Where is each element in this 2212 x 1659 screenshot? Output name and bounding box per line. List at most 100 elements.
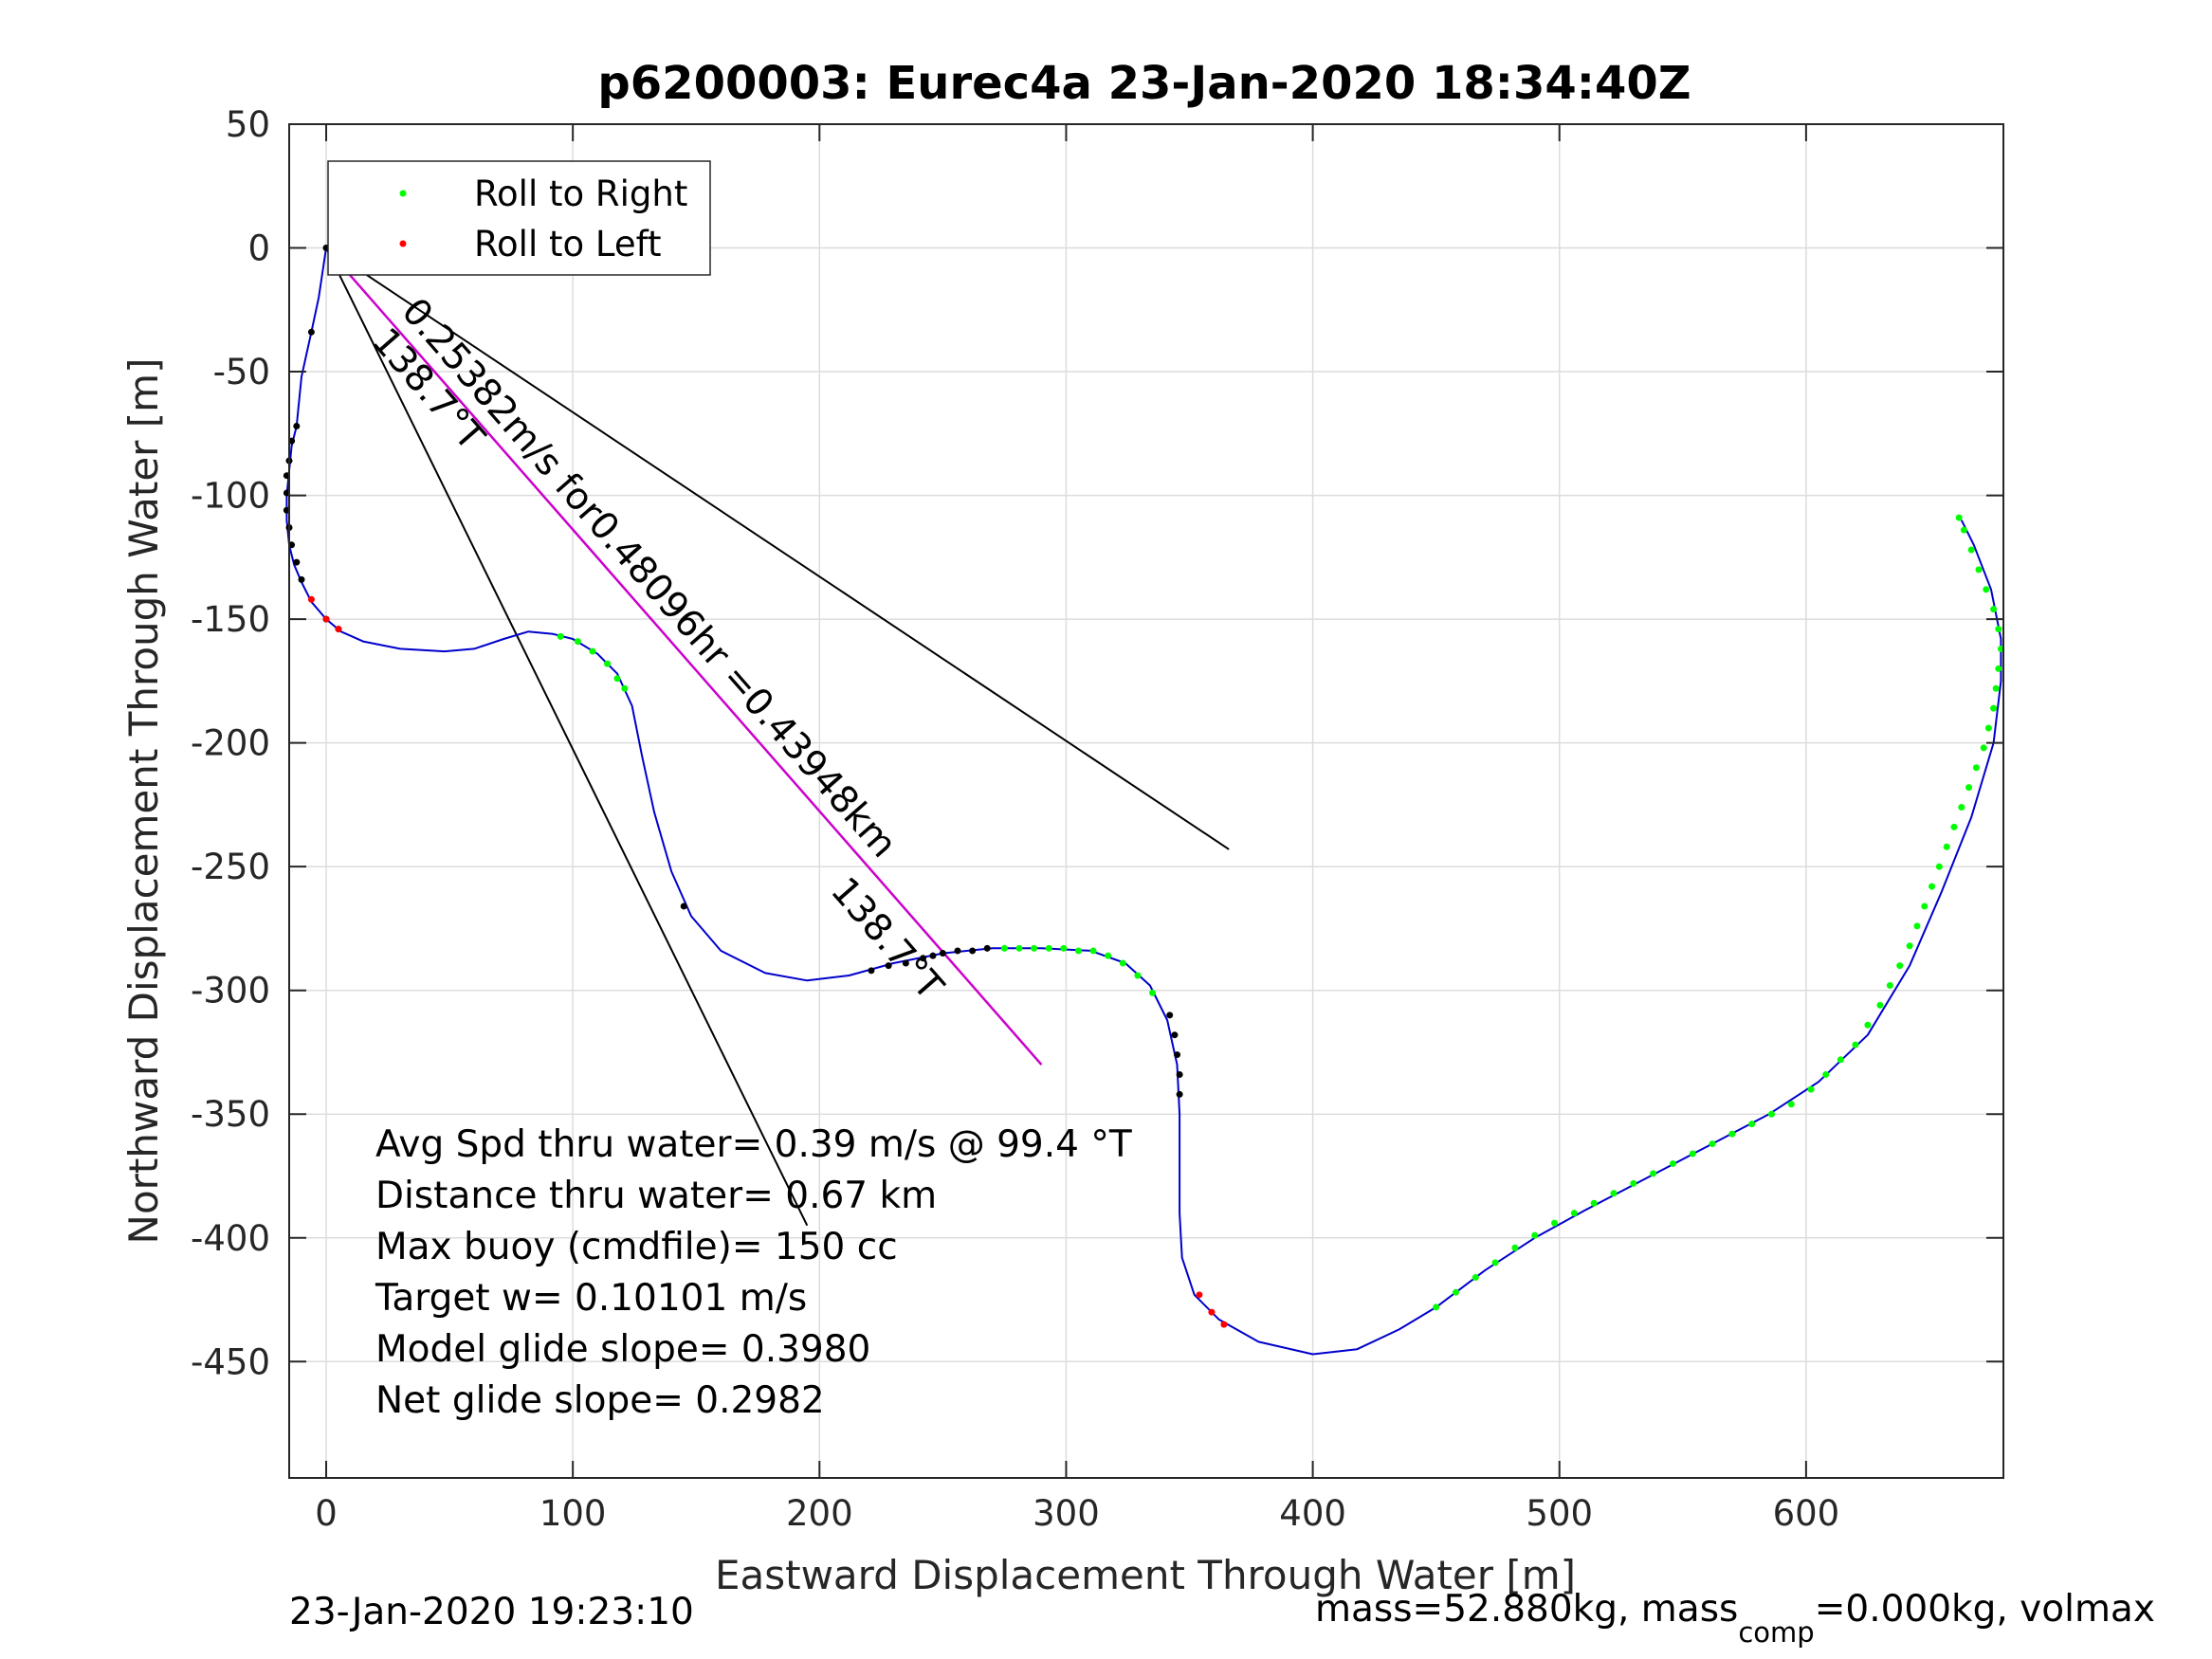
roll-right-point bbox=[1060, 944, 1068, 952]
roll-right-point bbox=[1149, 989, 1157, 996]
y-tick-label: -450 bbox=[191, 1341, 270, 1382]
track-point bbox=[920, 955, 927, 962]
y-tick-label: -150 bbox=[191, 599, 270, 640]
track-point bbox=[885, 962, 892, 970]
track-point bbox=[1176, 1070, 1183, 1078]
y-tick-label: -200 bbox=[191, 723, 270, 764]
series-layer bbox=[283, 245, 2004, 1356]
roll-right-point bbox=[1551, 1219, 1559, 1227]
roll-left-point bbox=[1196, 1291, 1203, 1299]
x-tick-label: 500 bbox=[1526, 1493, 1593, 1534]
roll-right-point bbox=[1950, 823, 1958, 830]
roll-right-point bbox=[1852, 1041, 1859, 1048]
legend-marker-roll-left bbox=[399, 240, 407, 247]
roll-right-point bbox=[1995, 626, 2002, 633]
roll-right-point bbox=[1590, 1199, 1598, 1207]
mass-prefix: mass=52.880kg, mass bbox=[1315, 1588, 1738, 1631]
roll-right-point bbox=[1958, 804, 1965, 811]
stats-line: Max buoy (cmdfile)= 150 cc bbox=[375, 1226, 898, 1268]
y-tick-label: -400 bbox=[191, 1218, 270, 1259]
x-tick-label: 200 bbox=[786, 1493, 853, 1534]
roll-right-point bbox=[1669, 1159, 1676, 1167]
roll-left-point bbox=[307, 595, 315, 603]
roll-left-point bbox=[335, 626, 342, 633]
heading-wedge-line bbox=[325, 246, 1230, 850]
roll-right-point bbox=[1015, 944, 1023, 952]
roll-right-point bbox=[1984, 724, 1992, 732]
roll-right-point bbox=[1045, 944, 1052, 952]
y-tick-label: -50 bbox=[213, 352, 270, 392]
roll-right-point bbox=[1570, 1210, 1578, 1217]
roll-right-point bbox=[1491, 1259, 1499, 1267]
track-point bbox=[293, 558, 301, 566]
roll-right-point bbox=[589, 647, 596, 655]
roll-right-point bbox=[1955, 514, 1963, 521]
heading-wedge-line bbox=[325, 247, 809, 1227]
roll-right-point bbox=[1864, 1021, 1872, 1029]
roll-right-point bbox=[1119, 959, 1126, 967]
roll-right-point bbox=[1134, 972, 1142, 979]
track-point bbox=[939, 950, 946, 957]
stats-line: Model glide slope= 0.3980 bbox=[375, 1328, 870, 1371]
roll-left-point bbox=[322, 615, 330, 623]
track-point bbox=[902, 959, 909, 967]
y-tick-label: -350 bbox=[191, 1094, 270, 1135]
roll-right-point bbox=[574, 638, 581, 646]
legend-marker-roll-right bbox=[399, 190, 407, 197]
x-axis-label: Eastward Displacement Through Water [m] bbox=[715, 1552, 1576, 1598]
y-tick-labels: 50 0 -50 -100 -150 -200 -250 -300 -350 -400 -450 bbox=[191, 104, 270, 1382]
track-point bbox=[868, 967, 875, 975]
track-point bbox=[298, 575, 305, 583]
mean-heading-line bbox=[325, 246, 1043, 1066]
roll-right-point bbox=[1610, 1190, 1618, 1197]
roll-right-point bbox=[1709, 1140, 1716, 1148]
track-point bbox=[969, 947, 977, 955]
y-tick-label: 50 bbox=[226, 104, 270, 145]
plot-area bbox=[283, 123, 2004, 1479]
roll-right-point bbox=[1807, 1085, 1815, 1093]
roll-left-point bbox=[1220, 1321, 1228, 1328]
track-point bbox=[1174, 1051, 1181, 1059]
roll-right-point bbox=[557, 632, 564, 640]
track-point bbox=[954, 947, 961, 955]
x-tick-label: 400 bbox=[1279, 1493, 1346, 1534]
stats-block: Avg Spd thru water= 0.39 m/s @ 99.4 °T Di… bbox=[375, 1123, 1132, 1422]
roll-right-point bbox=[1728, 1130, 1736, 1138]
mass-suffix: =0.000kg, volmax bbox=[1815, 1588, 2155, 1631]
track-point bbox=[1171, 1031, 1179, 1039]
roll-right-point bbox=[1105, 952, 1112, 959]
roll-right-point bbox=[1822, 1070, 1830, 1078]
roll-right-point bbox=[1983, 586, 1990, 593]
track-point bbox=[1166, 1012, 1174, 1019]
roll-right-point bbox=[1972, 764, 1980, 772]
roll-right-point bbox=[1929, 883, 1936, 890]
track-point bbox=[293, 422, 301, 429]
roll-right-point bbox=[1975, 566, 1983, 574]
roll-right-point bbox=[1433, 1304, 1440, 1311]
track-point bbox=[1176, 1090, 1183, 1098]
footer-timestamp: 23-Jan-2020 19:23:10 bbox=[289, 1591, 694, 1633]
x-tick-label: 300 bbox=[1033, 1493, 1100, 1534]
roll-right-point bbox=[1511, 1244, 1519, 1251]
roll-right-point bbox=[1089, 947, 1097, 955]
legend: Roll to Right Roll to Left bbox=[327, 160, 711, 276]
axes-background bbox=[289, 124, 2003, 1478]
chart-title: p6200003: Eurec4a 23-Jan-2020 18:34:40Z bbox=[597, 57, 1691, 110]
roll-right-point bbox=[1531, 1231, 1539, 1239]
y-axis-label: Northward Displacement Through Water [m] bbox=[120, 358, 167, 1245]
mass-subscript: comp bbox=[1738, 1616, 1814, 1649]
axes-box bbox=[288, 123, 2004, 1479]
roll-left-point bbox=[1208, 1308, 1216, 1316]
roll-right-point bbox=[604, 660, 612, 667]
roll-right-point bbox=[1980, 744, 1987, 752]
roll-right-point bbox=[1837, 1056, 1844, 1064]
y-tick-label: -300 bbox=[191, 971, 270, 1012]
track-point bbox=[983, 944, 991, 952]
y-tick-label: -250 bbox=[191, 847, 270, 887]
roll-right-point bbox=[1906, 942, 1913, 950]
y-tick-label: 0 bbox=[247, 228, 270, 269]
roll-right-point bbox=[621, 684, 629, 692]
roll-right-point bbox=[613, 675, 621, 683]
stats-line: Net glide slope= 0.2982 bbox=[375, 1379, 825, 1422]
